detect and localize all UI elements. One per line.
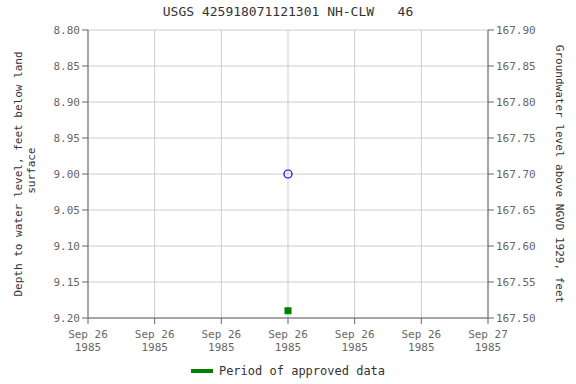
svg-text:8.90: 8.90 (54, 96, 81, 109)
svg-text:Depth to water level, feet bel: Depth to water level, feet below land su… (12, 51, 38, 296)
svg-text:Sep 261985: Sep 261985 (135, 328, 175, 354)
svg-text:167.70: 167.70 (496, 168, 536, 181)
svg-text:Groundwater level above NGVD 1: Groundwater level above NGVD 1929, feet (553, 45, 566, 303)
svg-text:8.80: 8.80 (54, 24, 81, 37)
svg-text:167.90: 167.90 (496, 24, 536, 37)
svg-text:9.10: 9.10 (54, 240, 81, 253)
svg-text:167.80: 167.80 (496, 96, 536, 109)
svg-text:Sep 261985: Sep 261985 (68, 328, 108, 354)
svg-text:167.50: 167.50 (496, 312, 536, 325)
svg-text:Sep 271985: Sep 271985 (468, 328, 508, 354)
svg-text:167.55: 167.55 (496, 276, 536, 289)
svg-text:9.00: 9.00 (54, 168, 81, 181)
svg-text:8.95: 8.95 (54, 132, 81, 145)
svg-text:Sep 261985: Sep 261985 (335, 328, 375, 354)
html-text:USGS 425918071121301 NH-CLW 46: USGS 425918071121301 NH-CLW 46 (162, 4, 414, 19)
svg-text:167.60: 167.60 (496, 240, 536, 253)
svg-text:167.85: 167.85 (496, 60, 536, 73)
svg-text:9.15: 9.15 (54, 276, 81, 289)
svg-text:9.20: 9.20 (54, 312, 81, 325)
svg-text:Sep 261985: Sep 261985 (201, 328, 241, 354)
svg-text:167.65: 167.65 (496, 204, 536, 217)
svg-text:167.75: 167.75 (496, 132, 536, 145)
svg-text:Sep 261985: Sep 261985 (268, 328, 308, 354)
svg-text:9.05: 9.05 (54, 204, 81, 217)
html-text:Period of approved data: Period of approved data (218, 364, 386, 378)
svg-text:Sep 261985: Sep 261985 (401, 328, 441, 354)
svg-text:8.85: 8.85 (54, 60, 81, 73)
